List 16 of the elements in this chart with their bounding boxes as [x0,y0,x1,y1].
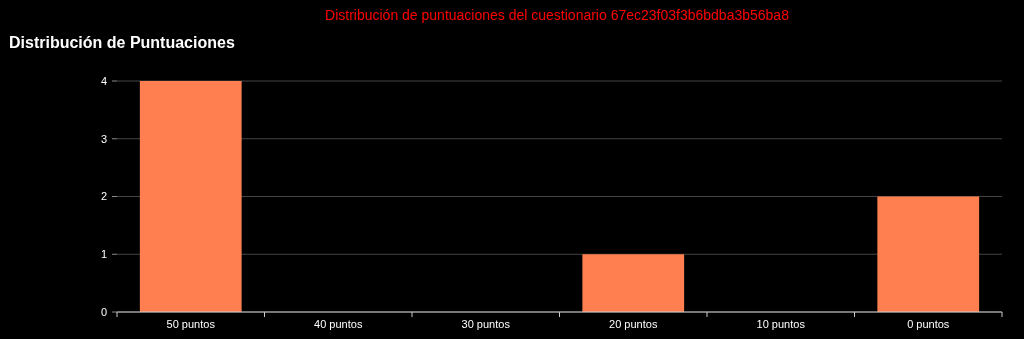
bar [582,254,685,312]
y-tick-label: 0 [100,305,107,318]
y-tick-label: 4 [100,74,107,87]
chart-title: Distribución de puntuaciones del cuestionario 67ec23f03f3b6bdba3b56ba8 [325,7,790,23]
bar [139,81,242,312]
y-tick-label: 1 [100,248,107,261]
x-tick-label: 50 puntos [166,318,216,330]
x-tick-label: 30 puntos [461,318,511,330]
y-tick-label: 3 [100,132,107,145]
bar [877,196,980,312]
chart-subtitle: Distribución de Puntuaciones [9,34,235,51]
x-tick-label: 0 puntos [907,318,950,330]
x-tick-label: 40 puntos [314,318,363,330]
x-tick-label: 10 puntos [756,318,806,330]
x-tick-label: 20 puntos [609,318,658,330]
y-tick-label: 2 [100,190,107,203]
